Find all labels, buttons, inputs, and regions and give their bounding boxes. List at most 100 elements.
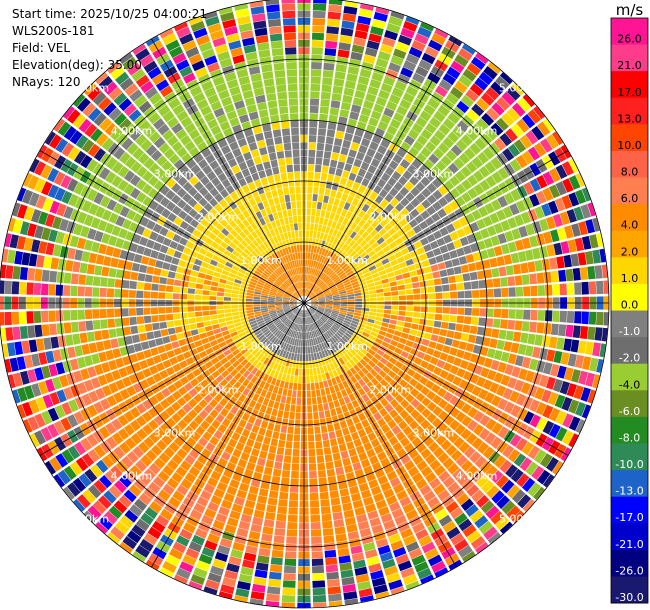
range-gate-cell xyxy=(373,103,385,114)
range-gate-cell xyxy=(437,142,450,154)
range-gate-cell xyxy=(334,266,341,273)
range-gate-cell xyxy=(390,259,399,267)
range-gate-cell xyxy=(424,46,439,58)
range-gate-cell xyxy=(339,293,347,297)
range-gate-cell xyxy=(310,296,317,300)
range-gate-cell xyxy=(366,148,376,158)
range-gate-cell xyxy=(461,44,476,55)
range-gate-cell xyxy=(525,130,539,145)
range-gate-cell xyxy=(426,194,437,205)
range-gate-cell xyxy=(316,254,321,262)
range-gate-cell xyxy=(502,148,515,162)
range-gate-cell xyxy=(374,224,383,233)
range-gate-cell xyxy=(315,278,321,285)
range-gate-cell xyxy=(410,197,421,208)
range-gate-cell xyxy=(514,239,524,251)
range-gate-cell xyxy=(391,232,400,241)
range-gate-cell xyxy=(388,94,401,105)
range-gate-cell xyxy=(354,225,362,234)
range-gate-cell xyxy=(442,136,455,149)
range-gate-cell xyxy=(323,195,330,204)
colorbar-tick-label: 1.0 xyxy=(621,272,639,285)
range-gate-cell xyxy=(327,259,333,267)
range-gate-cell xyxy=(545,216,556,230)
range-gate-cell xyxy=(449,200,460,211)
range-gate-cell xyxy=(322,286,329,292)
range-gate-cell xyxy=(316,142,325,151)
range-gate-cell xyxy=(460,134,473,147)
range-gate-cell xyxy=(352,253,360,260)
range-gate-cell xyxy=(495,117,509,131)
colorbar-tick-label: -1.0 xyxy=(619,325,640,338)
range-gate-cell xyxy=(306,266,309,274)
range-gate-cell xyxy=(304,281,306,289)
range-gate-cell xyxy=(397,227,406,237)
range-gate-cell xyxy=(511,228,521,240)
range-gate-cell xyxy=(469,83,484,97)
range-gate-cell xyxy=(332,292,340,296)
range-gate-cell xyxy=(380,138,391,149)
range-gate-cell xyxy=(433,129,446,141)
range-gate-cell xyxy=(362,243,371,251)
range-gate-cell xyxy=(365,246,374,254)
range-gate-cell xyxy=(324,143,333,152)
range-gate-cell xyxy=(311,284,317,291)
range-gate-cell xyxy=(327,122,337,131)
range-gate-cell xyxy=(542,231,553,244)
range-gate-cell xyxy=(473,170,485,182)
range-gate-cell xyxy=(342,217,349,226)
range-gate-cell xyxy=(340,102,351,111)
range-gate-cell xyxy=(331,152,340,161)
range-gate-cell xyxy=(359,281,367,287)
range-gate-cell xyxy=(311,47,323,55)
range-gate-cell xyxy=(434,85,448,98)
range-gate-cell xyxy=(333,78,345,87)
range-gate-cell xyxy=(373,245,382,253)
range-gate-cell xyxy=(430,165,442,177)
range-gate-cell xyxy=(410,186,421,197)
range-gate-cell xyxy=(428,39,443,52)
range-gate-cell xyxy=(335,230,342,239)
range-gate-cell xyxy=(490,122,504,136)
range-gate-cell xyxy=(501,91,516,106)
range-gate-cell xyxy=(331,220,338,229)
range-gate-cell xyxy=(435,254,444,263)
range-gate-cell xyxy=(370,253,379,261)
range-gate-cell xyxy=(430,264,439,272)
range-gate-cell xyxy=(310,296,318,301)
range-gate-cell xyxy=(450,144,463,157)
range-gate-cell xyxy=(393,48,407,60)
range-gate-cell xyxy=(396,147,407,158)
range-gate-cell xyxy=(314,164,322,173)
range-gate-cell xyxy=(454,54,469,68)
range-gate-cell xyxy=(310,69,322,77)
range-gate-cell xyxy=(437,208,447,219)
range-gate-cell xyxy=(405,16,420,26)
range-gate-cell xyxy=(450,86,464,100)
range-gate-cell xyxy=(305,259,308,267)
range-gate-cell xyxy=(344,1,359,8)
range-gate-cell xyxy=(320,273,326,280)
range-gate-cell xyxy=(360,138,371,148)
range-gate-cell xyxy=(471,209,482,221)
range-gate-cell xyxy=(314,288,321,294)
range-gate-cell xyxy=(453,239,463,249)
range-gate-cell xyxy=(308,245,312,253)
colorbar-tick-label: 2.0 xyxy=(621,245,639,258)
range-gate-cell xyxy=(343,265,350,272)
range-gate-cell xyxy=(389,218,398,227)
range-gate-cell xyxy=(369,191,378,201)
range-gate-cell xyxy=(325,296,333,299)
range-gate-cell xyxy=(518,225,528,238)
range-gate-cell xyxy=(451,106,465,119)
range-gate-cell xyxy=(335,64,347,73)
range-gate-cell xyxy=(388,62,401,73)
range-gate-cell xyxy=(542,171,555,186)
range-gate-cell xyxy=(432,189,443,200)
range-gate-cell xyxy=(326,279,333,286)
range-gate-cell xyxy=(363,100,374,110)
range-gate-cell xyxy=(533,142,547,157)
range-gate-cell xyxy=(344,80,356,90)
range-gate-cell xyxy=(533,106,545,120)
range-gate-cell xyxy=(323,257,329,265)
